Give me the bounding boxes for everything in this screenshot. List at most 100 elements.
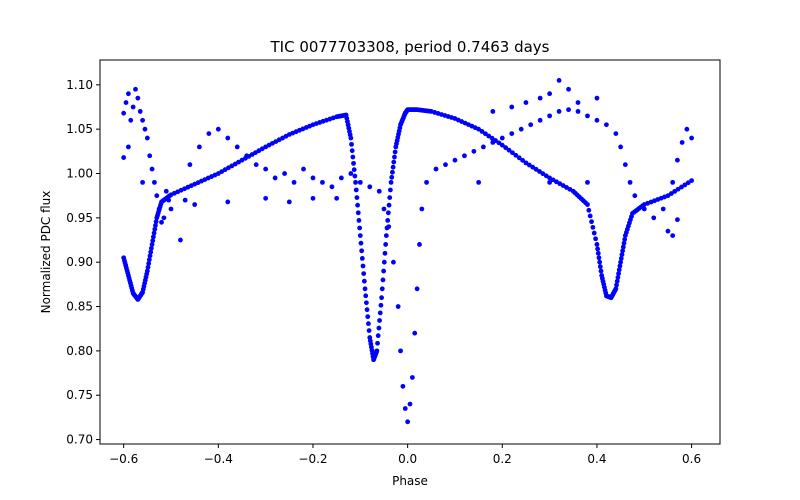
- data-point: [395, 304, 401, 309]
- data-point: [234, 144, 240, 150]
- data-point: [125, 91, 131, 97]
- data-point: [506, 147, 512, 153]
- data-point: [152, 179, 157, 185]
- data-point: [374, 348, 380, 354]
- data-point: [407, 401, 413, 407]
- data-point: [419, 206, 425, 212]
- data-point: [496, 140, 502, 146]
- data-point: [595, 246, 601, 252]
- data-point: [591, 230, 597, 236]
- y-tick-label: 0.90: [66, 255, 93, 269]
- data-point: [575, 100, 581, 105]
- data-point: [622, 236, 628, 242]
- data-point: [359, 256, 365, 261]
- data-point: [358, 240, 364, 246]
- data-point: [622, 162, 628, 168]
- data-point: [225, 199, 231, 205]
- data-point: [156, 206, 162, 212]
- data-point: [353, 179, 358, 185]
- data-point: [566, 86, 571, 92]
- data-point: [476, 179, 482, 185]
- data-point: [382, 250, 388, 256]
- data-point: [354, 195, 360, 200]
- data-point: [618, 259, 624, 265]
- x-axis-label: Phase: [392, 474, 428, 488]
- data-point: [192, 202, 198, 207]
- data-point: [670, 179, 676, 185]
- data-point: [556, 109, 562, 114]
- data-point: [392, 149, 398, 155]
- data-point: [151, 234, 156, 240]
- data-point: [490, 109, 496, 114]
- data-point: [149, 166, 155, 172]
- data-point: [595, 250, 601, 256]
- plot-frame: [99, 59, 721, 445]
- data-point: [523, 100, 529, 105]
- data-point: [150, 238, 156, 244]
- data-point: [142, 126, 148, 132]
- data-point: [253, 162, 259, 168]
- data-point: [665, 228, 671, 234]
- data-point: [452, 157, 458, 163]
- data-point: [206, 131, 212, 137]
- data-point: [537, 95, 543, 101]
- data-point: [244, 153, 250, 159]
- data-point: [499, 142, 505, 148]
- data-point: [348, 135, 354, 141]
- data-point: [585, 113, 590, 119]
- data-point: [388, 179, 394, 185]
- data-point: [145, 264, 151, 270]
- data-point: [272, 175, 278, 181]
- data-point: [398, 348, 403, 354]
- data-point: [151, 230, 157, 236]
- data-point: [598, 268, 604, 274]
- y-tick-label: 0.80: [66, 344, 93, 358]
- data-point: [617, 263, 623, 269]
- data-point: [518, 126, 524, 132]
- data-point: [349, 148, 355, 154]
- data-point: [353, 187, 359, 193]
- y-tick-label: 0.75: [66, 388, 93, 402]
- data-point: [187, 162, 193, 168]
- data-point: [509, 104, 515, 110]
- data-point: [596, 255, 602, 261]
- data-point: [620, 248, 626, 254]
- data-point: [585, 202, 590, 207]
- data-point: [597, 264, 603, 270]
- y-axis-ticks: 0.70 0.75 0.80 0.85 0.90 0.95 1.00 1.05 1.10: [66, 78, 100, 447]
- data-point: [486, 133, 492, 139]
- x-tick-label: 0.4: [587, 452, 606, 466]
- data-point: [366, 321, 371, 327]
- data-point: [405, 419, 411, 425]
- data-point: [121, 155, 127, 160]
- data-point: [367, 184, 373, 190]
- data-point: [385, 210, 391, 216]
- data-point: [390, 169, 395, 175]
- data-point: [361, 271, 367, 276]
- data-point: [632, 193, 638, 199]
- data-point: [641, 206, 647, 212]
- data-point: [670, 233, 676, 238]
- data-point: [503, 145, 509, 151]
- data-point: [130, 104, 136, 110]
- data-point: [516, 155, 522, 161]
- data-point: [365, 314, 371, 320]
- x-axis-ticks: −0.6 −0.4 −0.2 0.0 0.2 0.4 0.6: [109, 444, 701, 466]
- data-point: [400, 383, 406, 389]
- data-point: [329, 184, 335, 190]
- data-point: [383, 242, 389, 247]
- data-point: [679, 140, 685, 145]
- data-point: [390, 164, 396, 170]
- data-point: [383, 233, 389, 238]
- data-point: [356, 217, 362, 223]
- data-point: [392, 154, 397, 160]
- data-point: [153, 223, 158, 228]
- data-point: [619, 252, 625, 257]
- data-point: [163, 188, 169, 194]
- data-point: [166, 197, 172, 203]
- data-point: [482, 131, 488, 137]
- data-point: [594, 242, 600, 247]
- data-point: [480, 144, 486, 150]
- data-point: [386, 224, 392, 230]
- data-point: [620, 244, 626, 250]
